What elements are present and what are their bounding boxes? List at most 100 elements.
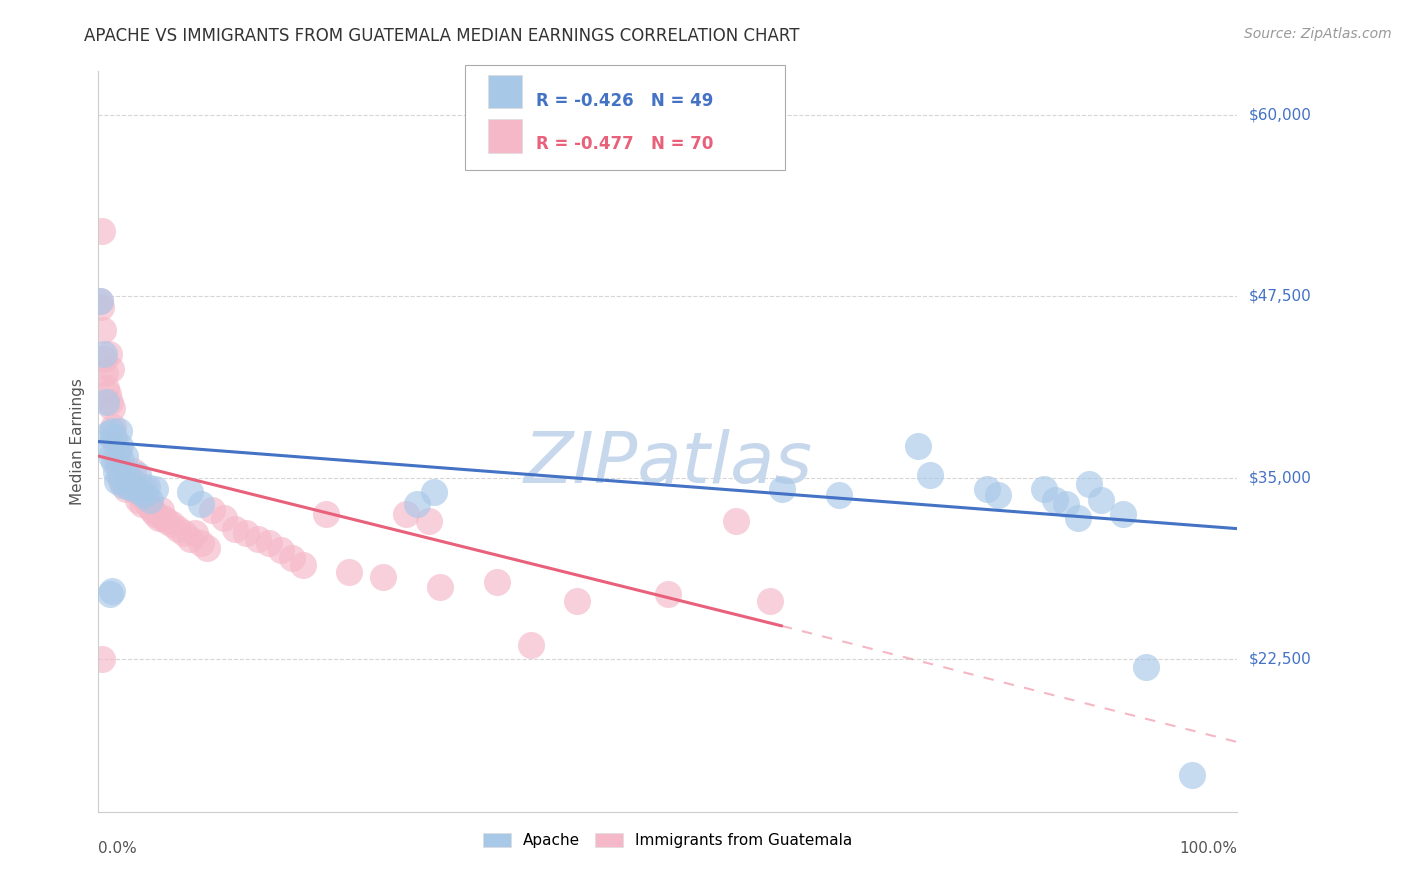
Text: APACHE VS IMMIGRANTS FROM GUATEMALA MEDIAN EARNINGS CORRELATION CHART: APACHE VS IMMIGRANTS FROM GUATEMALA MEDI… (84, 27, 800, 45)
Point (132, 488, 155, 502)
Point (179, 485, 201, 500)
Point (90, 224, 112, 238)
Text: $47,500: $47,500 (1249, 289, 1312, 304)
Point (828, 488, 851, 502)
Point (138, 497, 160, 511)
Point (212, 511, 235, 525)
Point (167, 522, 190, 536)
Point (103, 430, 125, 444)
Point (98, 439, 121, 453)
Point (565, 594, 588, 608)
Point (100, 449, 122, 463)
Point (315, 507, 337, 521)
Point (114, 449, 136, 463)
Point (406, 497, 429, 511)
Point (156, 515, 179, 529)
Text: R = -0.426   N = 49: R = -0.426 N = 49 (536, 92, 713, 110)
Point (103, 420, 125, 434)
Point (1067, 511, 1090, 525)
Point (418, 515, 440, 529)
Point (131, 497, 153, 511)
Point (246, 532, 269, 546)
Point (107, 444, 129, 458)
Point (1090, 492, 1112, 507)
Point (918, 467, 941, 482)
Point (115, 471, 138, 485)
Point (190, 497, 212, 511)
Text: 100.0%: 100.0% (1180, 841, 1237, 856)
Point (145, 507, 167, 521)
Point (101, 425, 124, 439)
Point (976, 483, 998, 497)
Point (132, 483, 155, 497)
Point (145, 483, 167, 497)
Point (105, 474, 128, 488)
Point (101, 401, 124, 416)
Point (112, 478, 135, 492)
Point (118, 479, 141, 493)
Point (94, 367, 117, 381)
Legend: Apache, Immigrants from Guatemala: Apache, Immigrants from Guatemala (475, 825, 860, 856)
Point (100, 362, 122, 376)
Point (1112, 507, 1135, 521)
Point (292, 558, 315, 572)
Point (1078, 476, 1101, 491)
Point (136, 479, 159, 493)
Point (129, 485, 152, 500)
Point (770, 483, 793, 497)
Point (110, 453, 132, 467)
Bar (488, 75, 522, 109)
Point (1181, 768, 1204, 782)
Point (127, 467, 149, 482)
Y-axis label: Median Earnings: Median Earnings (69, 378, 84, 505)
Point (108, 439, 131, 453)
Point (195, 541, 218, 555)
Point (96, 427, 118, 442)
Text: 0.0%: 0.0% (98, 841, 138, 856)
Point (98, 395, 121, 409)
Point (987, 488, 1010, 502)
Point (121, 474, 143, 488)
Point (1032, 483, 1054, 497)
Point (520, 638, 543, 652)
Point (138, 500, 160, 514)
Point (93, 347, 115, 361)
Point (141, 502, 163, 516)
Point (1135, 659, 1157, 673)
Point (725, 515, 748, 529)
Point (108, 467, 131, 482)
Point (148, 511, 170, 525)
Point (395, 507, 418, 521)
FancyBboxPatch shape (465, 65, 785, 169)
Point (108, 425, 131, 439)
Point (112, 464, 135, 478)
Text: R = -0.477   N = 70: R = -0.477 N = 70 (536, 135, 713, 153)
Point (371, 569, 394, 583)
Point (201, 502, 224, 516)
Point (259, 536, 281, 550)
Point (173, 526, 195, 541)
Point (115, 467, 138, 482)
Text: Source: ZipAtlas.com: Source: ZipAtlas.com (1244, 27, 1392, 41)
Point (184, 526, 207, 541)
Point (423, 485, 446, 500)
Text: $60,000: $60,000 (1249, 107, 1312, 122)
Point (179, 532, 201, 546)
Point (105, 453, 128, 467)
Point (127, 492, 149, 507)
Bar (488, 120, 522, 153)
Point (93, 351, 115, 366)
Point (108, 459, 131, 474)
Point (91, 323, 114, 337)
Text: $22,500: $22,500 (1249, 652, 1312, 667)
Point (120, 474, 142, 488)
Point (281, 550, 304, 565)
Point (96, 381, 118, 395)
Point (111, 471, 134, 485)
Point (104, 444, 127, 458)
Point (101, 584, 124, 599)
Point (135, 492, 157, 507)
Point (486, 575, 509, 590)
Point (89, 293, 111, 308)
Point (96, 386, 118, 401)
